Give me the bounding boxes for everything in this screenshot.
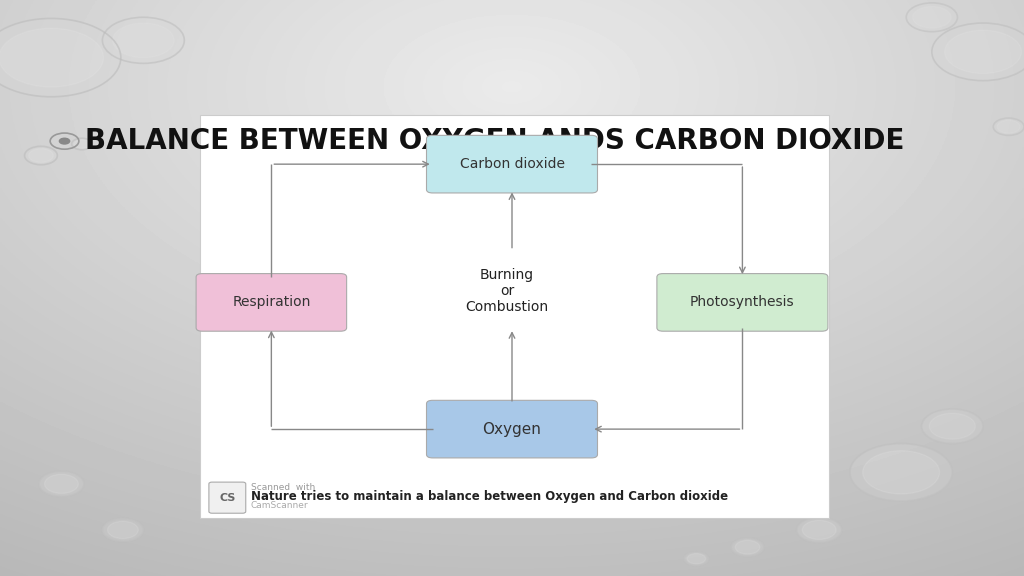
Circle shape	[997, 120, 1020, 133]
Text: CamScanner: CamScanner	[251, 501, 308, 510]
Circle shape	[59, 138, 70, 144]
Circle shape	[797, 517, 842, 543]
Text: Nature tries to maintain a balance between Oxygen and Carbon dioxide: Nature tries to maintain a balance betwe…	[251, 490, 728, 503]
Circle shape	[922, 409, 983, 444]
FancyBboxPatch shape	[426, 135, 598, 193]
Text: Respiration: Respiration	[232, 295, 310, 309]
Text: BALANCE BETWEEN OXYGEN ANDS CARBON DIOXIDE: BALANCE BETWEEN OXYGEN ANDS CARBON DIOXI…	[85, 127, 904, 155]
Circle shape	[912, 6, 951, 28]
Circle shape	[850, 444, 952, 501]
Circle shape	[102, 518, 143, 541]
Circle shape	[29, 149, 53, 162]
Circle shape	[25, 146, 57, 165]
FancyBboxPatch shape	[426, 400, 598, 458]
Circle shape	[862, 450, 940, 494]
Circle shape	[906, 3, 957, 32]
Circle shape	[102, 17, 184, 63]
Text: Burning
or
Combustion: Burning or Combustion	[465, 268, 549, 314]
Circle shape	[803, 521, 836, 539]
FancyBboxPatch shape	[200, 115, 829, 518]
Circle shape	[72, 138, 92, 150]
Circle shape	[113, 23, 174, 58]
Circle shape	[687, 554, 706, 564]
FancyBboxPatch shape	[197, 274, 346, 331]
Circle shape	[108, 521, 138, 539]
Circle shape	[0, 28, 103, 87]
Circle shape	[932, 23, 1024, 81]
FancyBboxPatch shape	[209, 482, 246, 513]
Circle shape	[993, 118, 1024, 135]
Circle shape	[930, 414, 976, 439]
Circle shape	[0, 18, 121, 97]
Text: CS: CS	[219, 492, 236, 503]
Text: Scanned  with: Scanned with	[251, 483, 315, 492]
Circle shape	[731, 538, 764, 556]
Circle shape	[944, 31, 1021, 74]
Text: Photosynthesis: Photosynthesis	[690, 295, 795, 309]
FancyBboxPatch shape	[657, 274, 827, 331]
Circle shape	[45, 475, 78, 493]
Circle shape	[39, 471, 84, 497]
Circle shape	[735, 540, 760, 554]
Circle shape	[75, 140, 90, 149]
Text: Carbon dioxide: Carbon dioxide	[460, 157, 564, 171]
Circle shape	[684, 552, 709, 566]
Text: Oxygen: Oxygen	[482, 422, 542, 437]
